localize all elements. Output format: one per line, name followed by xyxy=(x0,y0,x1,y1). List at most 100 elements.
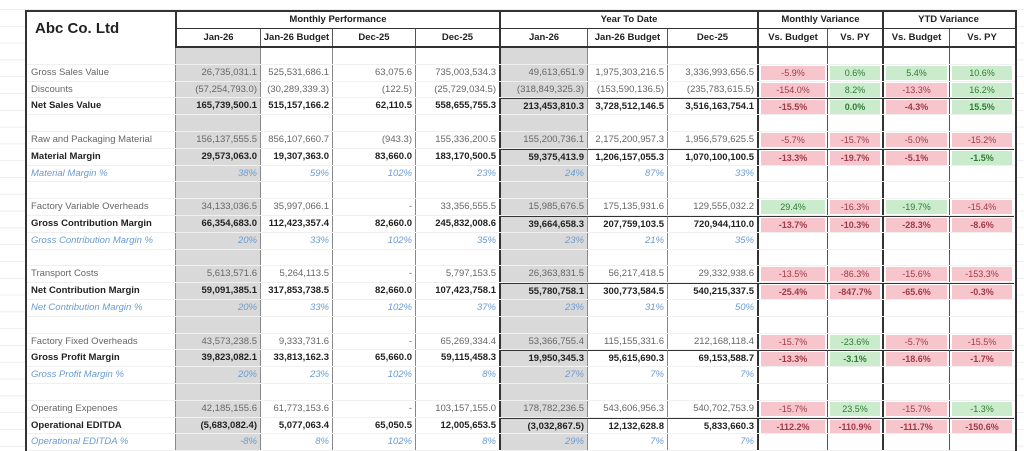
value-cell[interactable]: 207,759,103.5 xyxy=(587,215,667,232)
value-cell[interactable]: 2,175,200,957.3 xyxy=(587,131,667,148)
value-cell[interactable] xyxy=(587,48,667,64)
variance-cell[interactable] xyxy=(757,383,827,400)
value-cell[interactable]: 155,336,200.5 xyxy=(415,131,499,148)
value-cell[interactable]: 8% xyxy=(415,367,499,383)
variance-cell[interactable]: -13.3% xyxy=(757,148,827,165)
variance-cell[interactable] xyxy=(949,165,1014,182)
value-cell[interactable]: 212,168,118.4 xyxy=(667,333,757,350)
value-cell[interactable]: -8% xyxy=(175,434,260,451)
value-cell[interactable] xyxy=(667,48,757,64)
variance-cell[interactable] xyxy=(882,434,949,451)
variance-cell[interactable]: 8.2% xyxy=(827,81,882,98)
variance-cell[interactable]: -153.3% xyxy=(949,266,1014,283)
value-cell[interactable]: 23% xyxy=(499,299,587,316)
value-cell[interactable]: (153,590,136.5) xyxy=(587,81,667,98)
value-cell[interactable]: 65,050.5 xyxy=(332,417,415,434)
value-cell[interactable]: 83,660.0 xyxy=(332,148,415,165)
value-cell[interactable]: 27% xyxy=(499,367,587,383)
variance-cell[interactable]: -8.6% xyxy=(949,215,1014,232)
value-cell[interactable] xyxy=(260,115,332,131)
value-cell[interactable]: - xyxy=(332,400,415,417)
row-label[interactable]: Operational EDITDA % xyxy=(31,436,129,448)
value-cell[interactable]: 213,453,810.3 xyxy=(499,98,587,115)
value-cell[interactable] xyxy=(667,383,757,400)
variance-cell[interactable] xyxy=(949,115,1014,131)
value-cell[interactable]: 65,269,334.4 xyxy=(415,333,499,350)
value-cell[interactable] xyxy=(415,48,499,64)
row-label[interactable]: Gross Contribution Margin % xyxy=(31,234,153,246)
variance-cell[interactable]: -10.3% xyxy=(827,215,882,232)
variance-cell[interactable] xyxy=(827,299,882,316)
variance-cell[interactable] xyxy=(827,165,882,182)
value-cell[interactable] xyxy=(332,249,415,266)
variance-cell[interactable]: -13.7% xyxy=(757,215,827,232)
value-cell[interactable]: 49,613,651.9 xyxy=(499,64,587,81)
value-cell[interactable]: 5,077,063.4 xyxy=(260,417,332,434)
variance-cell[interactable]: -15.7% xyxy=(757,400,827,417)
variance-cell[interactable]: -15.4% xyxy=(949,199,1014,215)
value-cell[interactable]: 33,356,555.5 xyxy=(415,199,499,215)
variance-cell[interactable]: -5.1% xyxy=(882,148,949,165)
row-label[interactable]: Operational EDITDA xyxy=(31,419,122,431)
value-cell[interactable]: (30,289,339.3) xyxy=(260,81,332,98)
value-cell[interactable]: 20% xyxy=(175,232,260,249)
row-label[interactable]: Gross Sales Value xyxy=(31,66,109,78)
value-cell[interactable]: 59,091,385.1 xyxy=(175,283,260,299)
value-cell[interactable]: 102% xyxy=(332,434,415,451)
variance-cell[interactable] xyxy=(757,48,827,64)
value-cell[interactable]: 12,005,653.5 xyxy=(415,417,499,434)
value-cell[interactable] xyxy=(260,182,332,199)
variance-cell[interactable]: -86.3% xyxy=(827,266,882,283)
value-cell[interactable]: 175,135,931.6 xyxy=(587,199,667,215)
value-cell[interactable]: 20% xyxy=(175,299,260,316)
variance-cell[interactable]: -15.7% xyxy=(882,400,949,417)
value-cell[interactable]: 59% xyxy=(260,165,332,182)
value-cell[interactable] xyxy=(499,249,587,266)
value-cell[interactable]: - xyxy=(332,333,415,350)
value-cell[interactable]: 31% xyxy=(587,299,667,316)
value-cell[interactable]: 69,153,588.7 xyxy=(667,350,757,367)
value-cell[interactable]: 23% xyxy=(260,367,332,383)
value-cell[interactable] xyxy=(332,115,415,131)
variance-cell[interactable] xyxy=(827,383,882,400)
value-cell[interactable]: 50% xyxy=(667,299,757,316)
variance-cell[interactable] xyxy=(757,232,827,249)
row-label[interactable]: Factory Variable Overheads xyxy=(31,201,149,213)
value-cell[interactable] xyxy=(175,383,260,400)
variance-cell[interactable]: -154.0% xyxy=(757,81,827,98)
value-cell[interactable]: 317,853,738.5 xyxy=(260,283,332,299)
value-cell[interactable]: 3,516,163,754.1 xyxy=(667,98,757,115)
variance-cell[interactable]: -1.3% xyxy=(949,400,1014,417)
value-cell[interactable] xyxy=(499,115,587,131)
value-cell[interactable]: 103,157,155.0 xyxy=(415,400,499,417)
variance-cell[interactable]: -847.7% xyxy=(827,283,882,299)
row-label[interactable]: Transport Costs xyxy=(31,268,99,280)
value-cell[interactable]: 720,944,110.0 xyxy=(667,215,757,232)
value-cell[interactable]: 5,613,571.6 xyxy=(175,266,260,283)
value-cell[interactable]: 540,702,753.9 xyxy=(667,400,757,417)
value-cell[interactable]: 42,185,155.6 xyxy=(175,400,260,417)
row-label[interactable]: Raw and Packaging Material xyxy=(31,133,152,145)
value-cell[interactable]: 300,773,584.5 xyxy=(587,283,667,299)
row-label[interactable] xyxy=(27,317,175,333)
value-cell[interactable]: 107,423,758.1 xyxy=(415,283,499,299)
variance-cell[interactable] xyxy=(882,316,949,333)
variance-cell[interactable]: -110.9% xyxy=(827,417,882,434)
row-label[interactable]: Net Sales Value xyxy=(31,100,102,112)
row-label[interactable]: Material Margin xyxy=(31,150,101,162)
value-cell[interactable]: (3,032,867.5) xyxy=(499,417,587,434)
variance-cell[interactable] xyxy=(827,182,882,199)
variance-cell[interactable] xyxy=(882,182,949,199)
variance-cell[interactable]: -1.7% xyxy=(949,350,1014,367)
value-cell[interactable]: 26,363,831.5 xyxy=(499,266,587,283)
value-cell[interactable]: 9,333,731.6 xyxy=(260,333,332,350)
variance-cell[interactable]: -112.2% xyxy=(757,417,827,434)
variance-cell[interactable]: -5.0% xyxy=(882,131,949,148)
value-cell[interactable]: 20% xyxy=(175,367,260,383)
value-cell[interactable]: 156,137,555.5 xyxy=(175,131,260,148)
value-cell[interactable]: 33% xyxy=(260,232,332,249)
value-cell[interactable] xyxy=(415,182,499,199)
value-cell[interactable]: 38% xyxy=(175,165,260,182)
variance-cell[interactable]: 29.4% xyxy=(757,199,827,215)
variance-cell[interactable]: -3.1% xyxy=(827,350,882,367)
